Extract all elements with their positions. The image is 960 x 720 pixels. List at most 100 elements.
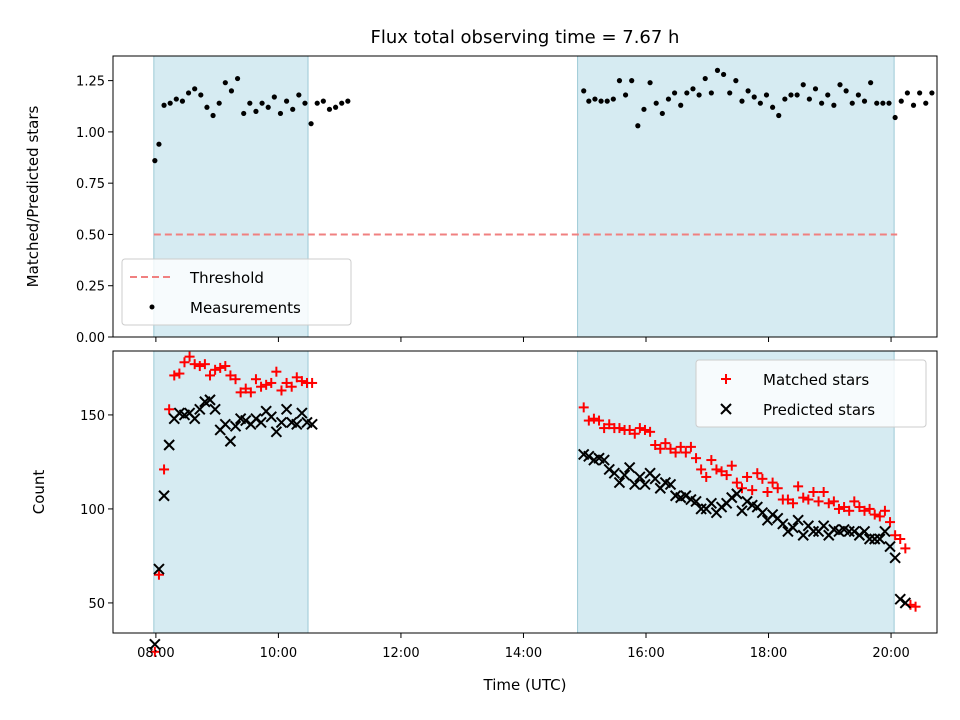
measurement-point [326,106,333,112]
predicted-star-point-b [772,512,784,525]
measurement-point [794,92,800,98]
matched-star-point [665,443,676,454]
matched-star-point [813,496,824,507]
predicted-star-point-b [224,435,237,447]
bottom-legend-box [695,359,927,428]
measurement-point [581,88,587,94]
predicted-star-point [690,495,702,508]
matched-star-point [215,362,226,373]
measurement-point [684,90,690,96]
predicted-star-point [792,514,804,526]
matched-star-point [680,447,691,458]
predicted-star-point [884,540,896,553]
predicted-star-point-b [843,525,855,538]
measurement-point [714,67,721,73]
measurement-point [665,96,672,102]
x-tick-label: 12:00 [382,646,419,661]
matched-star-point [629,428,640,439]
measurement-point [332,104,339,110]
predicted-star-point [807,525,820,538]
predicted-star-point-b [863,533,876,545]
matched-stars-legend-swatch [721,374,731,384]
predicted-star-point-b [746,499,758,511]
predicted-star-point-b [828,523,840,536]
measurement-point [733,78,739,84]
predicted-star-point [634,471,646,483]
bottom-y-ticks: 50 100 150 [80,409,113,612]
matched-star-point [184,351,195,362]
measurement-point [339,100,345,106]
measurement-point [910,102,917,108]
bottom-panel: 50 100 150 08:00 10:00 12:00 14:00 16:00 18:00 2… [30,350,938,694]
matched-star-point [578,402,589,413]
matched-star-point [890,530,901,541]
matched-star-point [169,370,180,381]
measurement-point [819,100,825,106]
measurement-point [770,104,776,110]
predicted-star-point [618,469,631,481]
matched-star-point [291,372,302,383]
matched-star-point [701,471,712,482]
measurement-point [720,71,727,78]
predicted-star-point [275,416,288,429]
y-tick-label: 1.00 [76,126,105,141]
predicted-star-point-b [695,503,707,515]
measurement-point [739,98,745,104]
matched-star-point [670,447,681,458]
predicted-star-point-b [869,533,881,545]
predicted-star-point [153,563,165,575]
predicted-star-point-b [751,501,763,513]
matched-star-point [839,502,850,513]
measurement-point [659,110,665,117]
measurement-point [598,98,604,104]
measurement-point [861,98,868,104]
matched-star-point [747,485,758,496]
predicted-star-point-b [731,488,743,500]
measurement-point [616,78,623,84]
predicted-star-point [879,525,891,538]
top-y-axis-label: Matched/Predicted stars [24,106,42,288]
matched-star-point [782,494,793,505]
x-tick-label: 20:00 [872,646,909,661]
matched-star-point [199,359,210,370]
matched-star-point [261,379,272,390]
predicted-star-point [204,394,216,406]
matched-star-point [685,441,696,452]
measurement-point [708,90,714,96]
predicted-star-point [889,552,901,564]
measurement-point [855,92,861,98]
predicted-star-point-b [301,416,313,429]
predicted-star-point-b [280,403,293,415]
matched-star-point [874,511,885,522]
predicted-star-point [863,533,876,545]
measurement-point [923,100,929,106]
matched-star-point [655,443,666,454]
bottom-x-ticks: 08:00 10:00 12:00 14:00 16:00 18:00 20:00 [137,633,910,661]
predicted-star-point-b [296,407,308,419]
measurement-point [234,75,241,82]
predicted-star-point-b [756,506,769,519]
top-y-ticks: 0.00 0.25 0.50 0.75 1.00 1.25 [76,75,113,346]
predicted-star-point [695,503,707,515]
bottom-legend: Matched stars Predicted stars [695,359,927,428]
matched-star-point [634,423,645,434]
predicted-star-point [817,520,830,532]
matched-star-point [731,477,742,488]
predicted-star-point [598,454,610,466]
predicted-star-point [265,411,277,423]
predicted-star-point [843,525,855,538]
matched-star-point [808,487,819,497]
predicted-star-point-b [188,412,201,425]
measurement-point [167,100,173,106]
matched-star-point [767,477,778,488]
predicted-star-point [874,533,886,545]
matched-star-point [711,464,722,475]
matched-star-point [675,441,686,452]
measurement-point [727,90,733,96]
predicted-star-point-b [792,514,804,526]
predicted-star-point-b [685,493,697,506]
x-tick-label: 08:00 [137,646,174,661]
y-tick-label: 0.50 [76,228,105,243]
predicted-star-point [608,467,621,479]
measurement-point [831,102,837,108]
